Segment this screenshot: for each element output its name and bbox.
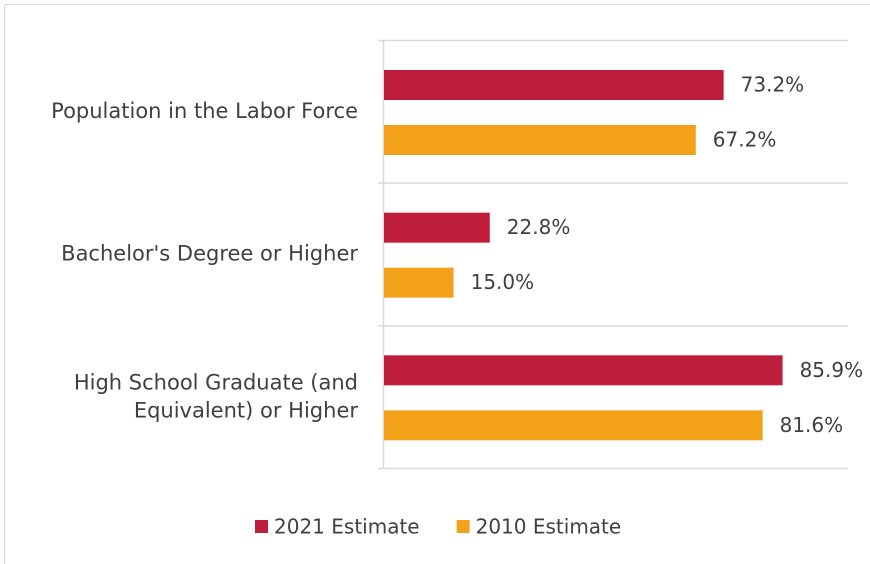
legend-label: 2021 Estimate [274,515,420,539]
bar [384,355,783,386]
value-label: 15.0% [471,270,535,294]
legend-swatch [255,520,268,533]
bar [384,410,763,441]
bar [384,212,490,243]
value-label: 67.2% [713,128,777,152]
category-label: Bachelor's Degree or Higher [61,242,358,266]
value-label: 81.6% [780,413,844,437]
value-label: 85.9% [800,358,864,382]
legend-swatch [456,520,470,533]
value-label: 73.2% [741,73,805,97]
bar [384,125,696,155]
category-label: High School Graduate (and Equivalent) or … [74,370,359,422]
legend-label: 2010 Estimate [476,515,622,539]
frame [4,4,870,564]
value-label: 22.8% [507,215,571,239]
bar [384,267,454,298]
category-label: Population in the Labor Force [51,99,358,123]
bar [384,70,724,100]
